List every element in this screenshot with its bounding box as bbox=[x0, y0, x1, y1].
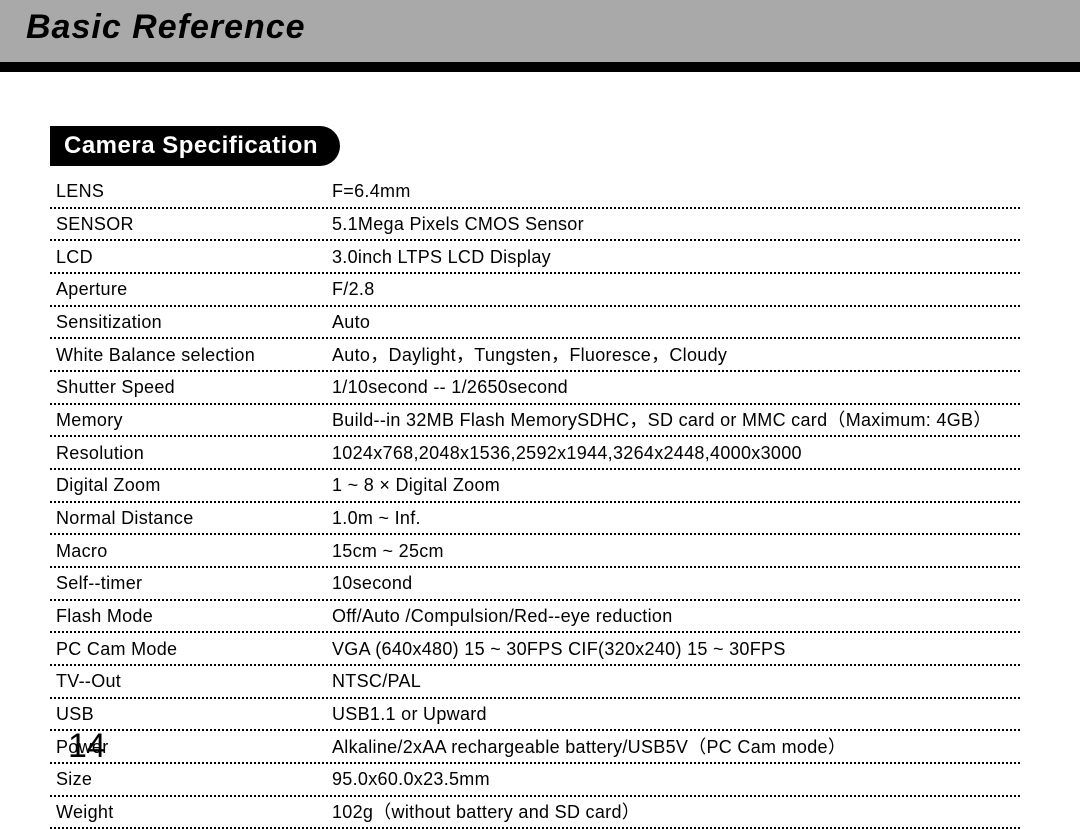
spec-label: Shutter Speed bbox=[50, 375, 332, 399]
spec-row: Normal Distance1.0m ~ Inf. bbox=[50, 503, 1020, 536]
spec-label: Weight bbox=[50, 800, 332, 824]
spec-row: Resolution1024x768,2048x1536,2592x1944,3… bbox=[50, 437, 1020, 470]
spec-row: Macro15cm ~ 25cm bbox=[50, 535, 1020, 568]
spec-row: Self--timer10second bbox=[50, 568, 1020, 601]
content-area: Camera Specification LENSF=6.4mmSENSOR5.… bbox=[0, 72, 1080, 829]
spec-row: Digital Zoom1 ~ 8 × Digital Zoom bbox=[50, 470, 1020, 503]
spec-row: White Balance selectionAuto，Daylight，Tun… bbox=[50, 339, 1020, 372]
spec-row: Weight102g（without battery and SD card） bbox=[50, 797, 1020, 829]
spec-value: 1/10second -- 1/2650second bbox=[332, 375, 1020, 399]
spec-label: Macro bbox=[50, 539, 332, 563]
spec-label: SENSOR bbox=[50, 212, 332, 236]
header-band: Basic Reference bbox=[0, 0, 1080, 62]
spec-row: Flash ModeOff/Auto /Compulsion/Red--eye … bbox=[50, 601, 1020, 634]
spec-value: VGA (640x480) 15 ~ 30FPS CIF(320x240) 15… bbox=[332, 637, 1020, 661]
spec-value: 102g（without battery and SD card） bbox=[332, 800, 1020, 824]
spec-value: 95.0x60.0x23.5mm bbox=[332, 767, 1020, 791]
header-divider bbox=[0, 62, 1080, 72]
spec-value: 1.0m ~ Inf. bbox=[332, 506, 1020, 530]
spec-label: LCD bbox=[50, 245, 332, 269]
spec-value: Auto，Daylight，Tungsten，Fluoresce，Cloudy bbox=[332, 343, 1020, 367]
spec-label: TV--Out bbox=[50, 669, 332, 693]
spec-value: Off/Auto /Compulsion/Red--eye reduction bbox=[332, 604, 1020, 628]
spec-row: MemoryBuild--in 32MB Flash MemorySDHC，SD… bbox=[50, 405, 1020, 438]
spec-label: Digital Zoom bbox=[50, 473, 332, 497]
spec-value: Build--in 32MB Flash MemorySDHC，SD card … bbox=[332, 408, 1020, 432]
spec-value: 15cm ~ 25cm bbox=[332, 539, 1020, 563]
spec-row: SensitizationAuto bbox=[50, 307, 1020, 340]
specification-table: LENSF=6.4mmSENSOR5.1Mega Pixels CMOS Sen… bbox=[50, 176, 1020, 829]
spec-label: Flash Mode bbox=[50, 604, 332, 628]
spec-value: 1024x768,2048x1536,2592x1944,3264x2448,4… bbox=[332, 441, 1020, 465]
spec-value: 1 ~ 8 × Digital Zoom bbox=[332, 473, 1020, 497]
spec-value: NTSC/PAL bbox=[332, 669, 1020, 693]
spec-label: LENS bbox=[50, 179, 332, 203]
section-title-pill: Camera Specification bbox=[50, 126, 340, 166]
spec-row: LENSF=6.4mm bbox=[50, 176, 1020, 209]
spec-row: TV--OutNTSC/PAL bbox=[50, 666, 1020, 699]
spec-row: SENSOR5.1Mega Pixels CMOS Sensor bbox=[50, 209, 1020, 242]
spec-value: 5.1Mega Pixels CMOS Sensor bbox=[332, 212, 1020, 236]
spec-value: USB1.1 or Upward bbox=[332, 702, 1020, 726]
spec-row: Size95.0x60.0x23.5mm bbox=[50, 764, 1020, 797]
spec-value: F/2.8 bbox=[332, 277, 1020, 301]
spec-row: LCD3.0inch LTPS LCD Display bbox=[50, 241, 1020, 274]
spec-label: Normal Distance bbox=[50, 506, 332, 530]
spec-label: PC Cam Mode bbox=[50, 637, 332, 661]
spec-value: 10second bbox=[332, 571, 1020, 595]
spec-label: Aperture bbox=[50, 277, 332, 301]
spec-label: Size bbox=[50, 767, 332, 791]
spec-label: Memory bbox=[50, 408, 332, 432]
page-header-title: Basic Reference bbox=[26, 8, 306, 47]
spec-row: Shutter Speed1/10second -- 1/2650second bbox=[50, 372, 1020, 405]
spec-value: Auto bbox=[332, 310, 1020, 334]
page-number: 14 bbox=[68, 727, 106, 766]
spec-label: Self--timer bbox=[50, 571, 332, 595]
spec-row: PowerAlkaline/2xAA rechargeable battery/… bbox=[50, 731, 1020, 764]
spec-label: Sensitization bbox=[50, 310, 332, 334]
spec-row: USBUSB1.1 or Upward bbox=[50, 699, 1020, 732]
spec-label: White Balance selection bbox=[50, 343, 332, 367]
spec-value: Alkaline/2xAA rechargeable battery/USB5V… bbox=[332, 735, 1020, 759]
spec-row: ApertureF/2.8 bbox=[50, 274, 1020, 307]
spec-label: Resolution bbox=[50, 441, 332, 465]
spec-value: 3.0inch LTPS LCD Display bbox=[332, 245, 1020, 269]
spec-value: F=6.4mm bbox=[332, 179, 1020, 203]
spec-row: PC Cam ModeVGA (640x480) 15 ~ 30FPS CIF(… bbox=[50, 633, 1020, 666]
spec-label: USB bbox=[50, 702, 332, 726]
